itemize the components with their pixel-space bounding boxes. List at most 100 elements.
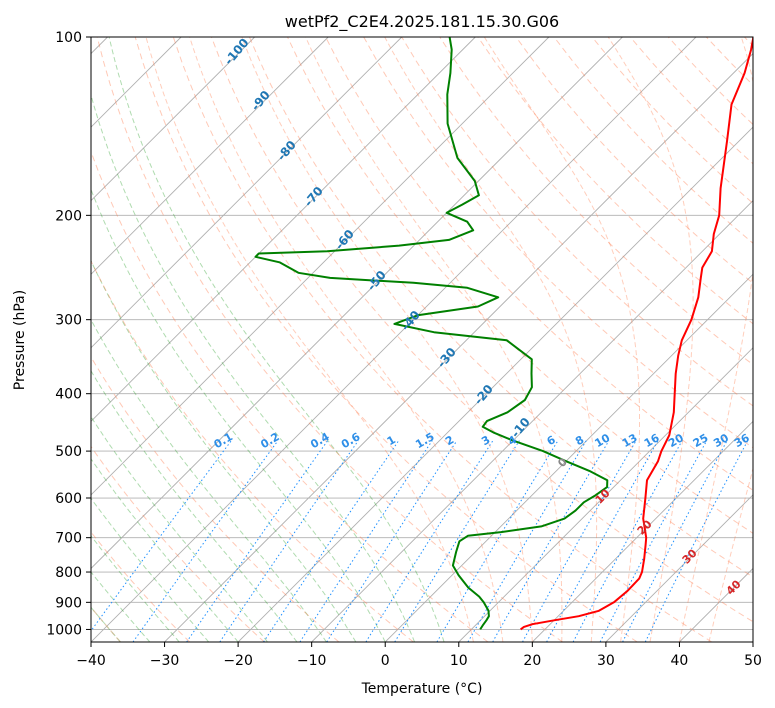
moist-adiabat-label: 30 [680,546,700,566]
dry-adiabat-line [591,37,753,204]
mixing-ratio-line [572,440,683,642]
mixing-ratio-line [394,440,520,642]
isobar-grid [91,37,753,630]
chart-title: wetPf2_C2E4.2025.181.15.30.G06 [285,12,559,32]
moist-adiabat-line [91,188,386,642]
temperature-profile-line [519,37,753,631]
isotherm-line [91,37,329,275]
x-axis-ticks: −40 −30 −20 −10 0 10 20 30 40 50 [76,642,762,669]
isotherm-line [91,37,403,349]
mixing-ratio-line [219,440,359,642]
mixing-ratio-line [299,440,433,642]
dry-adiabat-line [325,37,753,491]
mixing-ratio-line [326,440,458,642]
isotherm-line [384,273,753,642]
mixing-ratio-label: 3 [479,433,492,448]
mixing-ratio-label: 36 [732,431,752,450]
moist-adiabats [91,37,753,642]
mixing-ratio-line [91,440,232,632]
isotherm-line [311,200,753,642]
x-tick-label: 20 [523,653,541,669]
plot-area: -100-90-80-70-60-50-40-30-20-100.1 0.2 0.4… [91,37,753,642]
mixing-ratio-line [186,440,329,642]
moist-adiabat-line [108,37,445,642]
mixing-ratio-line [436,440,559,642]
isotherm-line [164,52,753,642]
mixing-ratio-label: 30 [711,431,731,450]
y-tick-label: 700 [55,531,82,547]
moist-adiabat-line [91,369,298,642]
y-tick-label: 100 [55,30,82,46]
x-tick-label: −10 [297,653,327,669]
line-labels: -100-90-80-70-60-50-40-30-20-100.1 0.2 0.4… [212,37,752,598]
isotherm-line [91,37,476,422]
x-tick-label: 40 [671,653,689,669]
isotherm-line [532,420,753,642]
dry-adiabats [91,37,753,642]
dry-adiabat-line [287,37,753,534]
isotherm-grid [91,37,753,642]
dewpoint-profile-line [254,37,609,630]
x-tick-label: 0 [381,653,390,669]
dry-adiabat-line [96,37,563,642]
mixing-ratio-label: 10 [593,431,613,450]
dry-adiabat-line [705,37,753,86]
x-tick-label: 50 [744,653,762,669]
x-tick-label: −30 [150,653,180,669]
dry-adiabat-line [172,37,713,642]
moist-adiabat-line [91,259,357,642]
x-tick-label: 10 [450,653,468,669]
dry-adiabat-line [553,37,753,244]
isotherm-line [237,126,753,642]
dry-adiabat-line [515,37,753,284]
plot-frame [90,36,754,643]
mixing-ratio-label: 1.5 [413,430,436,451]
dry-adiabat-line [248,37,753,578]
mixing-ratio-line [522,440,637,642]
dry-adiabat-line [91,445,265,642]
mixing-ratio-line [132,440,279,642]
mixing-ratio-label: 13 [620,431,640,450]
dry-adiabat-line [134,37,638,642]
mixing-ratio-label: 8 [573,433,586,448]
dry-adiabat-line [210,37,753,623]
y-tick-label: 500 [55,444,82,460]
moist-adiabat-label: 20 [635,517,655,537]
mixing-ratio-label: 16 [642,431,662,450]
y-tick-label: 800 [55,565,82,581]
dry-adiabat-label: -20 [471,382,496,408]
mixing-ratio-line [546,440,659,642]
mixing-ratio-line [263,440,400,642]
sounding-profiles [254,37,753,631]
moist-adiabat-line [483,37,640,642]
mixing-ratio-line [467,440,587,642]
isotherm-line [91,37,550,496]
dry-adiabat-label: -90 [248,88,273,114]
dry-adiabat-line [91,259,414,642]
mixing-ratio-label: 2 [443,433,456,448]
x-tick-label: −40 [76,653,106,669]
moist-adiabat-line [189,37,504,642]
x-axis-label: Temperature (°C) [361,681,483,697]
mixing-ratio-label: 0.1 [212,430,235,451]
x-tick-label: 30 [597,653,615,669]
isotherm-line [605,494,753,642]
moist-adiabat-line [678,37,753,642]
dry-adiabat-line [667,37,753,126]
isotherm-line [91,37,697,642]
moist-adiabat-line [91,415,268,642]
y-axis-label: Pressure (hPa) [12,290,28,390]
y-tick-label: 300 [55,313,82,329]
y-tick-label: 1000 [46,622,82,638]
dry-adiabat-line [91,150,489,642]
y-tick-label: 900 [55,595,82,611]
mixing-ratio-lines [91,440,749,642]
dry-adiabat-line [91,356,340,642]
isotherm-line [91,37,623,570]
moist-adiabat-line [91,497,210,642]
dry-adiabat-label: -50 [364,268,389,294]
dry-adiabat-label: -30 [434,345,459,371]
moist-adiabat-line [145,37,474,642]
moist-adiabat-line [91,318,327,642]
